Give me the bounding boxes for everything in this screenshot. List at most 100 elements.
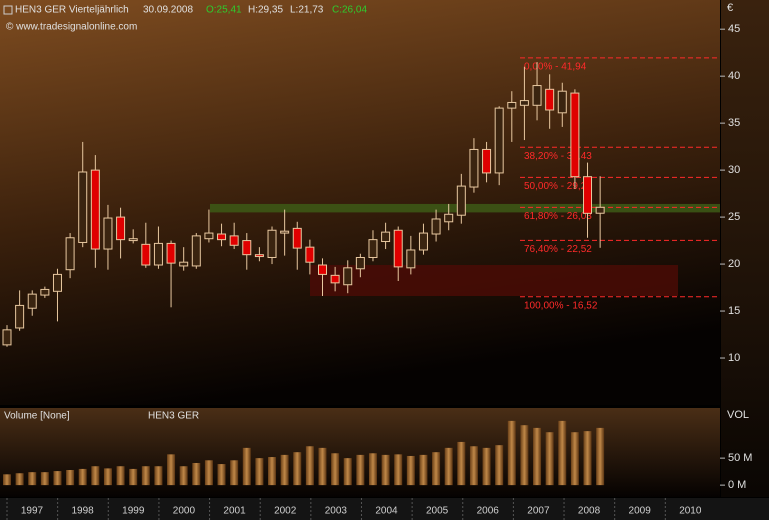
volume-bar (469, 446, 478, 486)
candle-body (15, 304, 25, 329)
candle-body (40, 288, 50, 296)
volume-bar (204, 460, 213, 486)
volume-bar (558, 420, 567, 486)
date: 30.09.2008 (143, 5, 193, 16)
volume-bar (293, 452, 302, 486)
volume-bar (242, 447, 251, 486)
candle-body (280, 230, 290, 234)
header: HEN3 GER Vierteljährlich 30.09.2008 © ww… (3, 2, 749, 422)
x-tick-label: 1999 (122, 506, 145, 517)
x-tick-label: 2000 (173, 506, 196, 517)
candle-body (141, 243, 151, 266)
source: © www.tradesignalonline.com (6, 22, 137, 33)
volume-bar (141, 466, 150, 486)
candle-body (90, 169, 100, 250)
volume-legend: HEN3 GER (148, 411, 199, 422)
candle-body (355, 256, 365, 270)
volume-bar (116, 466, 125, 486)
candle-body (418, 232, 428, 251)
fib-label: 50,00% - 29,23 (524, 181, 592, 192)
volume-bar (406, 455, 415, 486)
fib-label: 0,00% - 41,94 (524, 62, 587, 73)
volume-bar (280, 454, 289, 486)
candle-body (204, 232, 214, 240)
volume-bar (495, 445, 504, 486)
candle-body (507, 101, 517, 109)
candle-body (179, 261, 189, 267)
volume-bar (394, 454, 403, 486)
fib-label: 38,20% - 32,43 (524, 151, 592, 162)
volume-bar (318, 447, 327, 486)
x-tick-label: 2005 (426, 506, 449, 517)
volume-bar (192, 462, 201, 486)
candle-body (456, 185, 466, 216)
candle-body (2, 329, 12, 346)
y-tick-label: 50 M (728, 452, 752, 464)
x-tick-label: 2003 (325, 506, 348, 517)
fib-label: 61,80% - 26,03 (524, 211, 592, 222)
candle-body (191, 235, 201, 267)
volume-bar (15, 473, 24, 486)
volume-bar (167, 454, 176, 486)
volume-bar (230, 460, 239, 486)
volume-bar (432, 452, 441, 486)
candle-body (318, 264, 327, 275)
candle-body (78, 171, 88, 243)
volume-bar (368, 453, 377, 486)
candle-body (519, 100, 529, 106)
volume-bar (507, 420, 516, 486)
candle-body (52, 273, 62, 292)
x-tick-label: 2008 (578, 506, 601, 517)
candle-body (103, 217, 113, 250)
volume-bar (91, 466, 100, 486)
y-tick-label: 0 M (728, 479, 746, 491)
volume-axis-label: VOL (727, 409, 749, 421)
volume-bar (583, 431, 592, 486)
fib-label: 100,00% - 16,52 (524, 300, 598, 311)
candle-body (267, 229, 277, 258)
candle-body (292, 227, 302, 249)
volume-bar (103, 468, 112, 486)
x-tick-label: 1997 (21, 506, 44, 517)
x-tick-label: 2002 (274, 506, 297, 517)
x-tick-label: 2004 (375, 506, 398, 517)
candle-body (217, 233, 227, 241)
volume-bar (129, 468, 138, 486)
y-tick-label: 25 (728, 211, 740, 223)
volume-bar (596, 427, 605, 486)
volume-bar (3, 474, 11, 486)
x-tick-label: 2010 (679, 506, 702, 517)
right-axis-panel (721, 0, 769, 497)
candle-body (469, 148, 479, 188)
volume-bar (28, 472, 37, 486)
volume-bar (305, 446, 314, 486)
y-tick-label: 45 (728, 23, 740, 35)
volume-bar (520, 425, 529, 486)
candle-body (65, 237, 75, 271)
y-tick-label: 40 (728, 70, 740, 82)
candle-body (570, 92, 580, 178)
candle-body (242, 240, 252, 256)
volume-bar (482, 447, 491, 486)
candle-body (406, 249, 416, 269)
volume-bar (419, 454, 428, 486)
volume-bar (570, 432, 579, 486)
candle-body (444, 213, 454, 223)
candle-body (229, 235, 239, 246)
icon (3, 5, 13, 15)
candle-body (166, 242, 176, 264)
zone (310, 265, 678, 297)
title: HEN3 GER Vierteljährlich (15, 5, 129, 16)
volume-bar (343, 458, 352, 486)
candle-body (27, 293, 37, 309)
candle-body (153, 242, 163, 266)
y-tick-label: 20 (728, 258, 740, 270)
volume-bar (268, 457, 277, 486)
candle-body (494, 107, 504, 174)
candle-body (595, 206, 605, 214)
volume-bar (331, 453, 340, 486)
candle-body (343, 267, 353, 286)
x-tick-label: 1998 (72, 506, 95, 517)
